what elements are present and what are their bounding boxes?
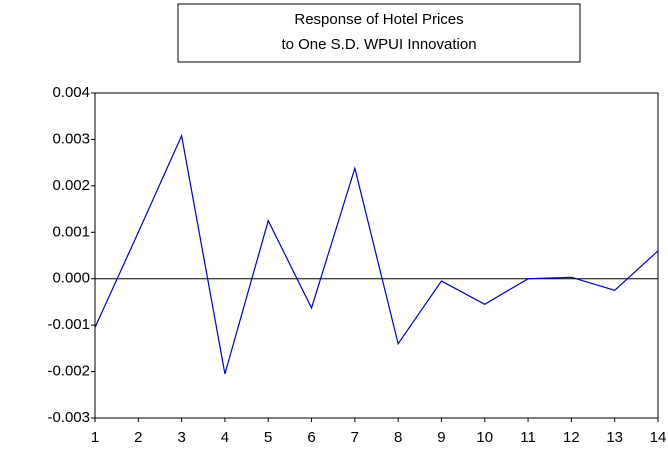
- x-tick-label: 2: [134, 429, 142, 446]
- x-tick-label: 5: [264, 429, 272, 446]
- x-tick-label: 3: [177, 429, 185, 446]
- y-tick-label: 0.004: [52, 84, 90, 101]
- x-tick-label: 11: [520, 429, 536, 446]
- y-tick-label: 0.000: [52, 270, 90, 287]
- y-tick-label: -0.001: [47, 316, 90, 333]
- title-box: [177, 3, 581, 63]
- x-tick-label: 4: [221, 429, 229, 446]
- x-tick-label: 7: [351, 429, 359, 446]
- x-tick-label: 10: [476, 429, 493, 446]
- line-series: [94, 133, 659, 375]
- plot-frame: [94, 92, 659, 419]
- x-tick-label: 8: [394, 429, 402, 446]
- x-tick-label: 6: [307, 429, 315, 446]
- chart-title: Response of Hotel Prices: [294, 11, 463, 28]
- x-tick-label: 14: [650, 429, 667, 446]
- y-tick-label: -0.003: [47, 409, 90, 426]
- x-tick-label: 1: [91, 429, 99, 446]
- y-tick-label: -0.002: [47, 363, 90, 380]
- x-tick-label: 13: [606, 429, 623, 446]
- x-tick-label: 12: [563, 429, 580, 446]
- y-tick-label: 0.003: [52, 130, 90, 147]
- x-tick-label: 9: [437, 429, 445, 446]
- y-tick-label: 0.001: [52, 223, 90, 240]
- chart-title: to One S.D. WPUI Innovation: [281, 36, 476, 53]
- y-tick-label: 0.002: [52, 177, 90, 194]
